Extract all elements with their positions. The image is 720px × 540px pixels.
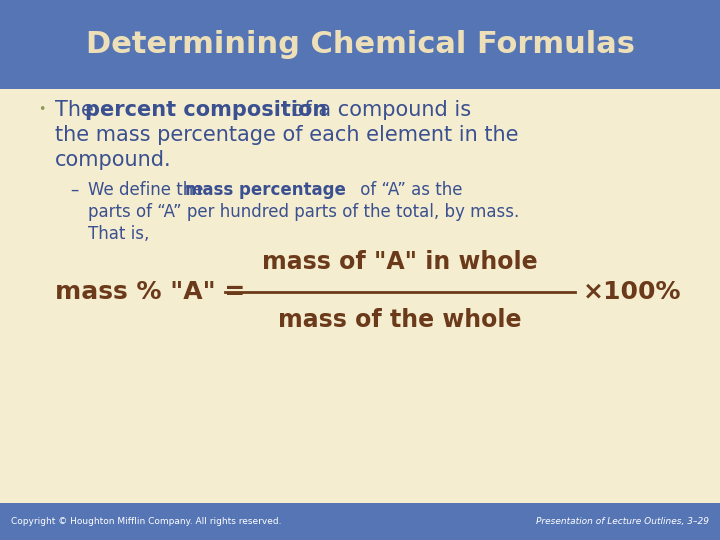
Text: of a compound is: of a compound is: [285, 100, 471, 120]
Text: mass percentage: mass percentage: [185, 181, 346, 199]
Text: mass % "A" =: mass % "A" =: [55, 280, 246, 304]
Text: compound.: compound.: [55, 150, 171, 170]
Text: of “A” as the: of “A” as the: [355, 181, 462, 199]
Text: mass of "A" in whole: mass of "A" in whole: [262, 250, 538, 274]
Text: The: The: [55, 100, 101, 120]
Text: percent composition: percent composition: [85, 100, 328, 120]
Text: the mass percentage of each element in the: the mass percentage of each element in t…: [55, 125, 518, 145]
Bar: [0, 0, 720, 89]
Text: •: •: [38, 104, 45, 117]
Text: Copyright © Houghton Mifflin Company. All rights reserved.: Copyright © Houghton Mifflin Company. Al…: [11, 517, 282, 526]
Text: parts of “A” per hundred parts of the total, by mass.: parts of “A” per hundred parts of the to…: [88, 203, 519, 221]
Text: We define the: We define the: [88, 181, 209, 199]
Text: That is,: That is,: [88, 225, 149, 243]
Text: Presentation of Lecture Outlines, 3–29: Presentation of Lecture Outlines, 3–29: [536, 517, 709, 526]
Bar: [0, 503, 720, 540]
Text: –: –: [70, 181, 78, 199]
Bar: [0, 89, 720, 503]
Text: ×100%: ×100%: [583, 280, 682, 304]
Text: mass of the whole: mass of the whole: [278, 308, 522, 332]
Text: Determining Chemical Formulas: Determining Chemical Formulas: [86, 30, 634, 59]
